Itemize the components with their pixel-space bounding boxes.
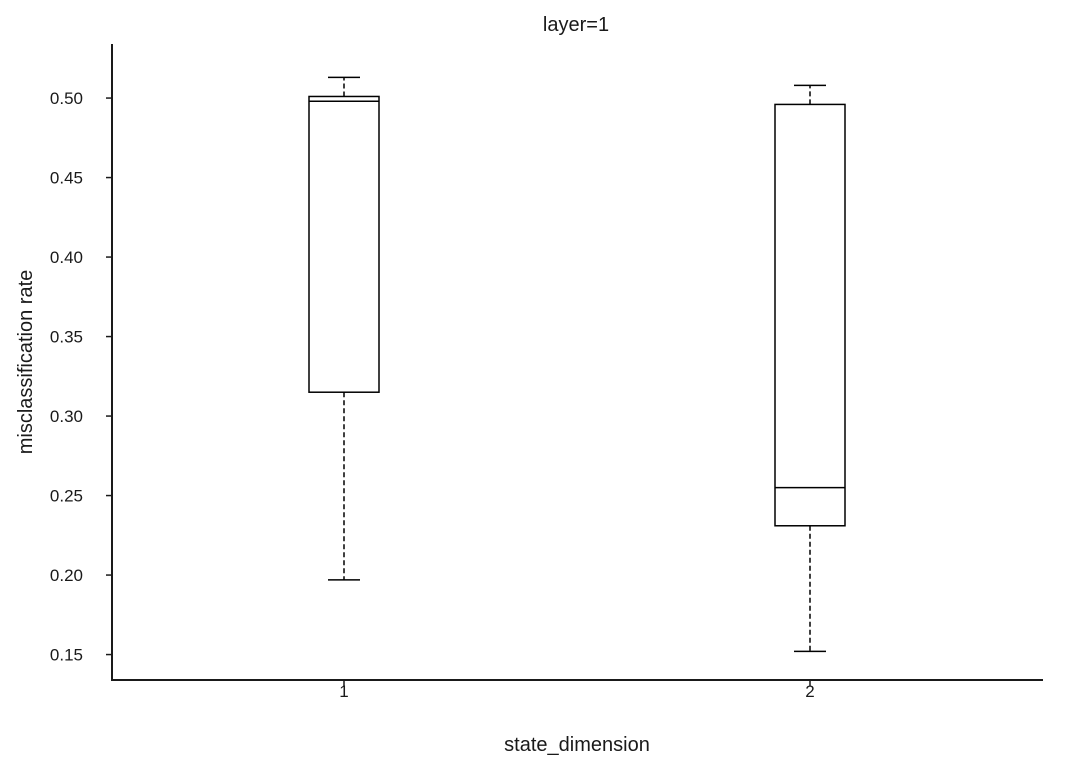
box-2 [774, 84, 846, 653]
interquartile-box [774, 103, 846, 527]
box-1 [308, 76, 380, 581]
x-axis-label: state_dimension [504, 734, 650, 756]
x-tick-label: 2 [805, 682, 814, 701]
x-tick-label: 1 [339, 682, 348, 701]
y-tick-label: 0.35 [50, 328, 83, 347]
y-tick-label: 0.15 [50, 646, 83, 665]
y-tick-label: 0.45 [50, 169, 83, 188]
y-tick-label: 0.30 [50, 407, 83, 426]
y-tick-label: 0.25 [50, 487, 83, 506]
chart-title: layer=1 [543, 14, 609, 36]
y-tick-label: 0.50 [50, 89, 83, 108]
box-group [308, 76, 846, 653]
y-axis-label: misclassification rate [15, 270, 37, 455]
interquartile-box [308, 95, 380, 393]
y-axis-ticks: 0.15 0.20 0.25 0.30 0.35 0.40 0.45 0.50 [50, 89, 112, 665]
y-tick-label: 0.40 [50, 248, 83, 267]
y-tick-label: 0.20 [50, 566, 83, 585]
